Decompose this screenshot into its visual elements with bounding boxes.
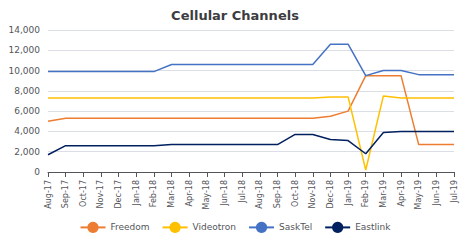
svg-text:Mar-19: Mar-19 (379, 180, 388, 208)
svg-text:Jan-18: Jan-18 (132, 180, 141, 206)
svg-text:Dec-17: Dec-17 (114, 180, 123, 209)
svg-text:Nov-17: Nov-17 (96, 180, 105, 208)
svg-text:SaskTel: SaskTel (279, 222, 312, 232)
svg-text:Jun-19: Jun-19 (432, 180, 441, 207)
svg-text:Oct-17: Oct-17 (79, 180, 88, 207)
svg-text:Aug-17: Aug-17 (44, 180, 53, 209)
svg-text:Freedom: Freedom (110, 222, 149, 232)
svg-text:Apr-19: Apr-19 (397, 180, 406, 206)
svg-text:Aug-18: Aug-18 (255, 180, 264, 209)
svg-text:Jan-19: Jan-19 (344, 180, 353, 206)
svg-text:14,000: 14,000 (9, 25, 41, 35)
svg-text:Feb-19: Feb-19 (361, 180, 370, 207)
svg-text:Jul-18: Jul-18 (238, 180, 247, 204)
svg-text:Dec-18: Dec-18 (326, 180, 335, 209)
svg-text:Eastlink: Eastlink (355, 222, 391, 232)
svg-text:4,000: 4,000 (14, 126, 40, 136)
svg-text:Apr-18: Apr-18 (185, 180, 194, 206)
svg-text:Nov-18: Nov-18 (308, 180, 317, 208)
svg-text:Cellular Channels: Cellular Channels (171, 8, 299, 23)
svg-text:2,000: 2,000 (14, 147, 40, 157)
svg-text:Jun-18: Jun-18 (220, 180, 229, 207)
svg-text:Sep-17: Sep-17 (61, 180, 70, 208)
svg-text:Sep-18: Sep-18 (273, 180, 282, 208)
svg-text:Jul-19: Jul-19 (450, 180, 459, 204)
svg-text:12,000: 12,000 (9, 45, 41, 55)
svg-text:8,000: 8,000 (14, 86, 40, 96)
svg-text:Feb-18: Feb-18 (149, 180, 158, 207)
svg-text:Videotron: Videotron (193, 222, 236, 232)
svg-text:Oct-18: Oct-18 (291, 180, 300, 207)
svg-text:May-19: May-19 (414, 180, 423, 209)
svg-text:May-18: May-18 (202, 180, 211, 209)
svg-text:0: 0 (34, 167, 40, 177)
svg-text:10,000: 10,000 (9, 66, 41, 76)
svg-text:6,000: 6,000 (14, 106, 40, 116)
svg-text:Mar-18: Mar-18 (167, 180, 176, 208)
